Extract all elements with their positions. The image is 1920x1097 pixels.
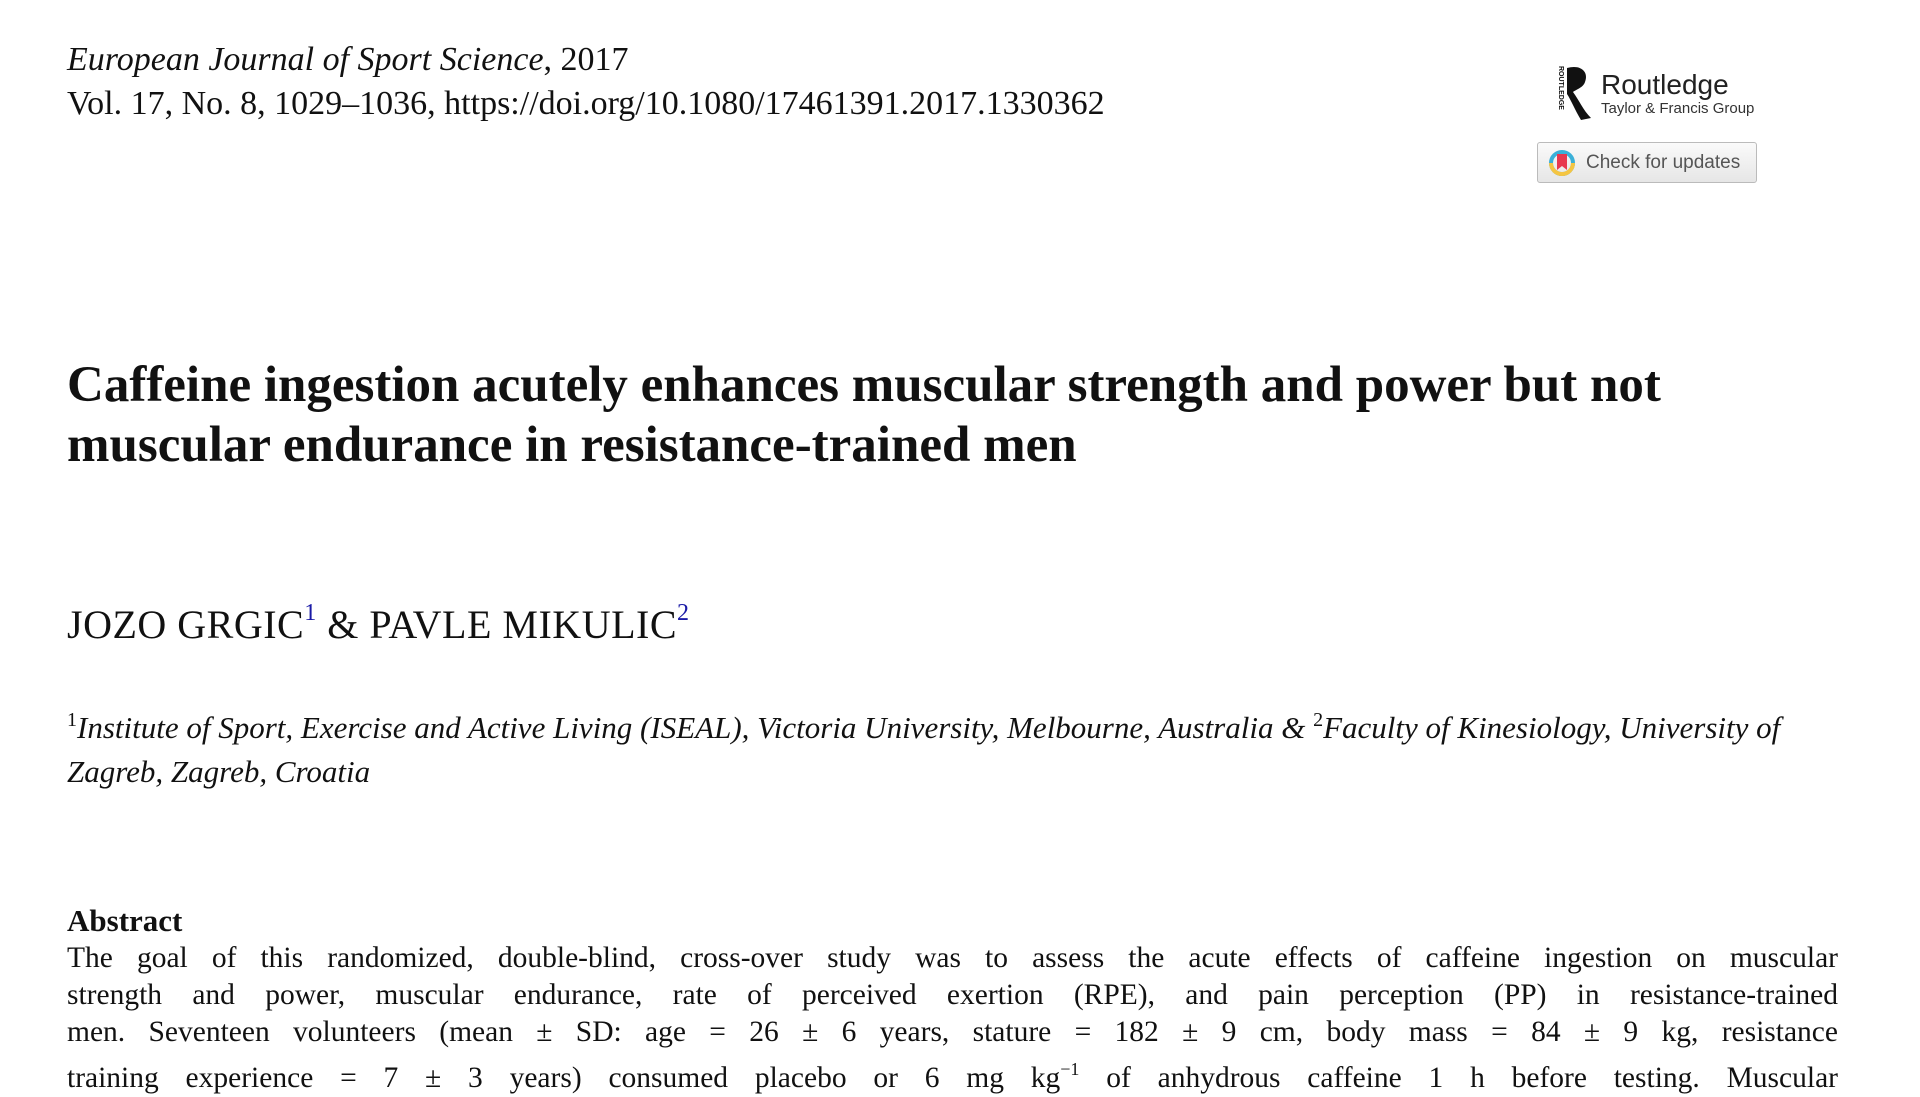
abstract-line: men. Seventeen volunteers (mean ± SD: ag… — [67, 1016, 1838, 1048]
author-separator: & — [316, 602, 370, 647]
svg-text:ROUTLEDGE: ROUTLEDGE — [1557, 66, 1564, 110]
check-for-updates-label: Check for updates — [1586, 151, 1741, 173]
abstract-text: training experience = 7 ± 3 years) consu… — [67, 1062, 1061, 1094]
author-name: PAVLE MIKULIC — [369, 602, 678, 647]
logo-subtext: Taylor & Francis Group — [1601, 99, 1755, 117]
routledge-logo: ROUTLEDGE Routledge Taylor & Francis Gro… — [1553, 64, 1754, 122]
affiliations: 1Institute of Sport, Exercise and Active… — [67, 698, 1847, 794]
affiliation-number: 1 — [67, 709, 77, 731]
abstract-text: of anhydrous caffeine 1 h before testing… — [1079, 1062, 1838, 1094]
routledge-r-icon: ROUTLEDGE — [1557, 66, 1591, 120]
author-list: JOZO GRGIC1 & PAVLE MIKULIC2 — [67, 600, 690, 648]
abstract-line: training experience = 7 ± 3 years) consu… — [67, 1051, 1838, 1097]
affiliation-text: Institute of Sport, Exercise and Active … — [77, 710, 1314, 745]
crossmark-icon — [1549, 149, 1575, 176]
journal-year: , 2017 — [543, 41, 629, 78]
abstract-body: The goal of this randomized, double-blin… — [67, 940, 1838, 1097]
article-title: Caffeine ingestion acutely enhances musc… — [67, 357, 1661, 473]
volume-doi-line[interactable]: Vol. 17, No. 8, 1029–1036, https://doi.o… — [67, 85, 1105, 122]
logo-name: Routledge — [1601, 68, 1729, 100]
journal-name: European Journal of Sport Science — [67, 41, 544, 78]
author-name: JOZO GRGIC — [67, 602, 305, 647]
affiliation-marker[interactable]: 1 — [304, 600, 317, 626]
check-for-updates-button[interactable]: Check for updates — [1537, 142, 1757, 183]
journal-citation: European Journal of Sport Science, 2017 … — [67, 38, 1105, 126]
affiliation-number: 2 — [1313, 709, 1324, 731]
superscript: −1 — [1060, 1059, 1080, 1079]
abstract-line: strength and power, muscular endurance, … — [67, 979, 1838, 1011]
affiliation-text: Faculty of Kinesiology, University of Za… — [67, 710, 1781, 789]
abstract-heading: Abstract — [67, 903, 183, 938]
affiliation-marker[interactable]: 2 — [677, 600, 690, 626]
abstract-line: The goal of this randomized, double-blin… — [67, 942, 1838, 974]
